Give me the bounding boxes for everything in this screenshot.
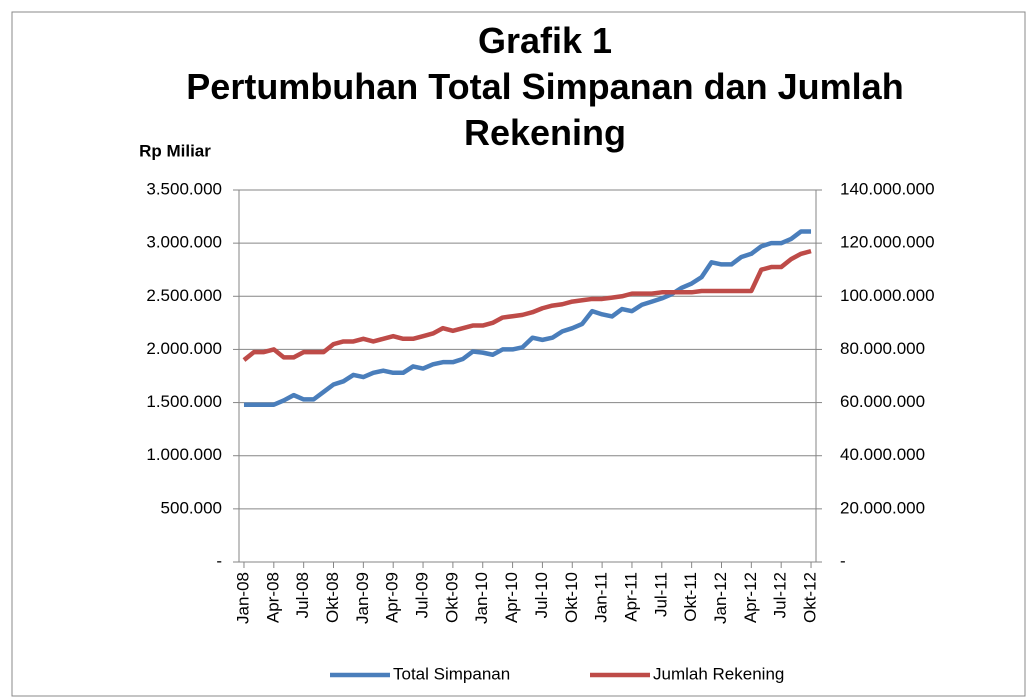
series-line bbox=[243, 229, 812, 407]
y2-tick-label: 120.000.000 bbox=[840, 233, 935, 252]
y2-tick-label: 20.000.000 bbox=[840, 498, 925, 517]
x-tick-label: Jul-10 bbox=[532, 572, 551, 618]
x-tick-label: Apr-10 bbox=[502, 572, 521, 623]
x-tick-label: Jan-10 bbox=[472, 572, 491, 624]
chart-subtitle: Pertumbuhan Total Simpanan dan Jumlah Re… bbox=[186, 66, 904, 153]
y-tick-label: 1.000.000 bbox=[146, 445, 222, 464]
x-tick-label: Apr-12 bbox=[741, 572, 760, 623]
title-block: Grafik 1 Pertumbuhan Total Simpanan dan … bbox=[145, 18, 945, 156]
x-tick-label: Jan-08 bbox=[233, 572, 252, 624]
x-tick-label: Apr-08 bbox=[263, 572, 282, 623]
y-tick-label: 3.000.000 bbox=[146, 233, 222, 252]
y-tick-label: - bbox=[216, 551, 222, 570]
x-tick-label: Okt-11 bbox=[681, 572, 700, 622]
x-tick-label: Jan-12 bbox=[711, 572, 730, 624]
y2-tick-label: 60.000.000 bbox=[840, 392, 925, 411]
x-tick-label: Jul-11 bbox=[651, 572, 670, 617]
x-tick-label: Jul-12 bbox=[771, 572, 790, 618]
y2-tick-label: 100.000.000 bbox=[840, 286, 935, 305]
y-tick-label: 2.500.000 bbox=[146, 286, 222, 305]
y2-tick-label: 140.000.000 bbox=[840, 179, 935, 198]
x-tick-label: Okt-10 bbox=[562, 572, 581, 623]
chart-frame bbox=[11, 11, 1026, 697]
y2-tick-label: 40.000.000 bbox=[840, 445, 925, 464]
series-line bbox=[242, 248, 812, 362]
x-tick-label: Okt-08 bbox=[323, 572, 342, 623]
y-tick-label: 2.000.000 bbox=[146, 339, 222, 358]
legend-label: Total Simpanan bbox=[393, 664, 510, 683]
y2-tick-label: 80.000.000 bbox=[840, 339, 925, 358]
x-tick-label: Apr-09 bbox=[383, 572, 402, 623]
x-tick-label: Apr-11 bbox=[621, 572, 640, 622]
x-tick-label: Okt-12 bbox=[801, 572, 820, 623]
chart-title: Grafik 1 bbox=[477, 20, 613, 61]
y2-tick-label: - bbox=[840, 551, 846, 570]
x-tick-label: Jan-09 bbox=[353, 572, 372, 624]
y-axis-label: Rp Miliar bbox=[139, 141, 211, 160]
y-tick-label: 3.500.000 bbox=[146, 179, 222, 198]
x-tick-label: Jul-08 bbox=[293, 572, 312, 618]
legend-label: Jumlah Rekening bbox=[653, 664, 784, 683]
y-tick-label: 500.000 bbox=[161, 498, 222, 517]
x-tick-label: Okt-09 bbox=[442, 572, 461, 623]
y-tick-label: 1.500.000 bbox=[146, 392, 222, 411]
x-tick-label: Jan-11 bbox=[592, 572, 611, 623]
x-tick-label: Jul-09 bbox=[413, 572, 432, 618]
